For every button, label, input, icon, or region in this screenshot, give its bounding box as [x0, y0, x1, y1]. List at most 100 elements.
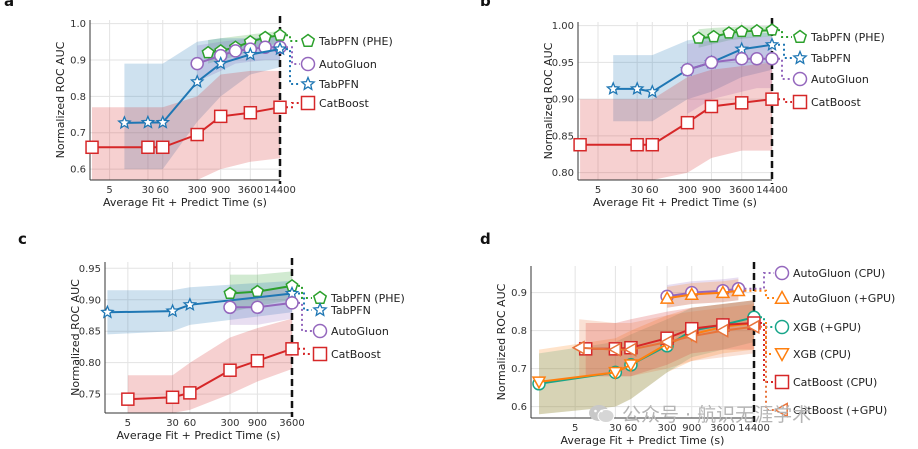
data-point [285, 296, 299, 310]
y-tick-label: 0.9 [70, 56, 86, 67]
legend-marker [300, 56, 316, 72]
data-point [140, 114, 156, 129]
data-point [684, 329, 698, 344]
legend-label: TabPFN (PHE) [810, 31, 885, 44]
data-point [765, 23, 779, 36]
legend-marker [312, 290, 328, 305]
legend-connector [778, 57, 792, 80]
legend-label: TabPFN (PHE) [318, 35, 393, 48]
x-tick-label: 30 [166, 418, 179, 429]
x-tick-label: 900 [248, 418, 267, 429]
data-point [273, 28, 287, 41]
y-tick-label: 0.85 [552, 131, 574, 142]
data-point [764, 37, 780, 51]
y-tick-label: 0.9 [511, 288, 527, 299]
x-tick-label: 60 [625, 423, 638, 434]
x-axis-label: Average Fit + Predict Time (s) [103, 196, 267, 209]
legend-label: AutoGluon [331, 325, 389, 338]
data-point [644, 84, 660, 99]
data-point [645, 137, 660, 152]
x-tick-label: 14400 [264, 185, 296, 196]
legend-marker [312, 301, 328, 317]
data-point [165, 390, 180, 405]
data-point [684, 286, 699, 301]
data-point [117, 115, 132, 130]
x-tick-label: 60 [183, 418, 196, 429]
y-tick-label: 0.80 [79, 358, 101, 369]
y-axis-label: Normalized ROC AUC [542, 42, 555, 159]
confidence-band-1 [613, 33, 772, 122]
data-point [573, 137, 587, 152]
legend-connector [760, 325, 774, 411]
legend-connector [760, 316, 774, 328]
legend-marker [300, 75, 316, 91]
x-tick-label: 3600 [279, 418, 304, 429]
x-tick-label: 60 [646, 185, 659, 196]
data-point [659, 290, 675, 304]
x-tick-label: 5 [572, 423, 578, 434]
y-tick-label: 0.80 [552, 168, 574, 179]
data-point [156, 140, 170, 155]
data-point [223, 286, 237, 300]
data-point [680, 115, 695, 130]
data-point [692, 31, 706, 44]
data-point [707, 29, 721, 43]
data-point [715, 323, 729, 338]
data-point [243, 105, 258, 120]
wechat-icon [589, 404, 615, 423]
x-tick-label: 900 [682, 423, 701, 434]
y-axis-label: Normalized ROC AUC [69, 279, 82, 396]
x-tick-label: 300 [188, 185, 207, 196]
data-point [189, 74, 205, 89]
panel-letter: a [4, 0, 14, 10]
y-tick-label: 1.0 [70, 19, 86, 30]
confidence-band-3 [580, 62, 772, 180]
x-tick-label: 300 [658, 423, 677, 434]
x-tick-label: 5 [595, 185, 601, 196]
chart-panel-c: c 5 30 60 300 900 3600 0.75 0.80 0.85 0.90 0.95 Aver… [18, 230, 405, 442]
data-point [731, 283, 746, 297]
confidence-band-3 [127, 318, 293, 413]
data-point [223, 300, 237, 315]
x-tick-label: 30 [631, 185, 644, 196]
legend-label: TabPFN [330, 304, 371, 317]
data-point [213, 55, 229, 70]
legend-label: AutoGluon (CPU) [793, 267, 885, 280]
data-point [765, 92, 779, 106]
legend-marker [774, 319, 790, 335]
y-axis-label: Normalized ROC AUC [54, 41, 67, 158]
data-point [630, 137, 644, 152]
legend-marker [312, 346, 328, 362]
data-point [623, 359, 639, 373]
data-point [85, 140, 99, 155]
legend-label: CatBoost [331, 348, 381, 361]
legend-connector [286, 102, 300, 109]
data-point [190, 127, 204, 142]
data-point [734, 41, 750, 56]
panel-letter: c [18, 230, 27, 248]
x-axis-label: Average Fit + Predict Time (s) [117, 429, 281, 442]
data-point [201, 45, 215, 59]
watermark: 公众号 · 航识无涯学术 [588, 400, 811, 427]
series-line-1 [666, 289, 739, 300]
data-point [746, 319, 760, 335]
x-tick-label: 300 [220, 418, 239, 429]
x-tick-label: 30 [142, 185, 155, 196]
legend-label: TabPFN [318, 78, 359, 91]
data-point [765, 51, 779, 66]
data-point [190, 56, 204, 71]
legend-marker [774, 374, 790, 390]
y-tick-label: 0.7 [70, 128, 86, 139]
confidence-band-2 [124, 36, 281, 170]
legend-marker [773, 402, 788, 418]
data-point [734, 51, 749, 66]
y-tick-label: 0.8 [70, 92, 86, 103]
legend-label: CatBoost [319, 97, 369, 110]
legend-label: TabPFN [810, 52, 851, 65]
x-tick-label: 14400 [738, 423, 770, 434]
data-point [183, 386, 197, 400]
data-point [155, 114, 171, 129]
y-tick-label: 0.90 [552, 95, 574, 106]
legend-label: XGB (+GPU) [793, 321, 861, 334]
legend-connector [286, 46, 300, 65]
